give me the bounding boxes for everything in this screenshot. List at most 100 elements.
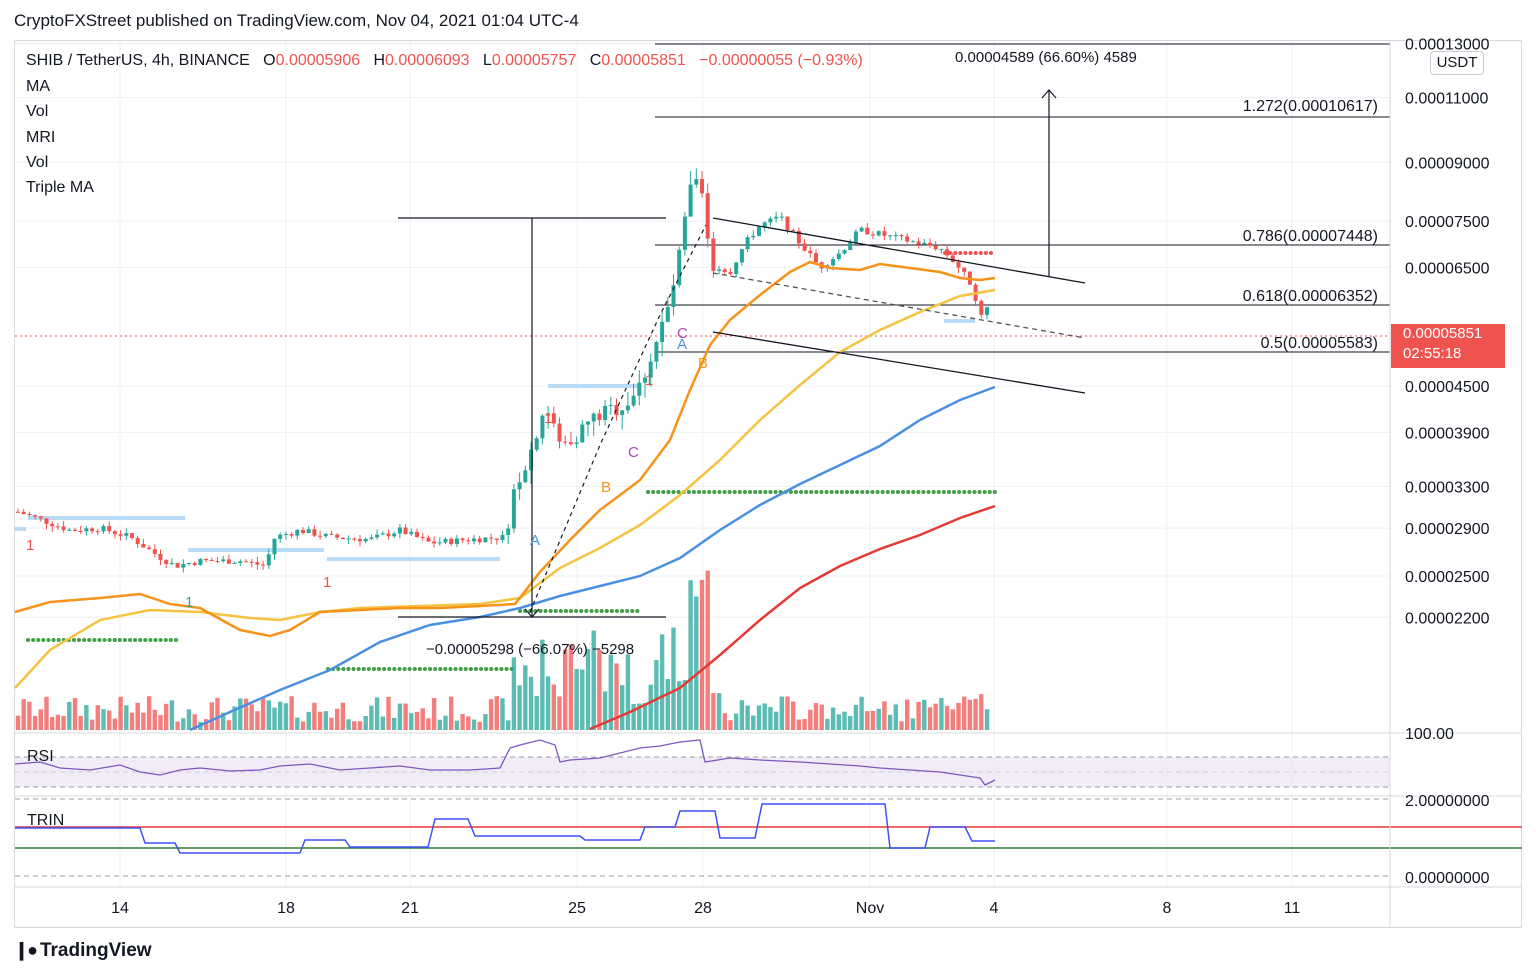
- volume-bar: [101, 709, 106, 730]
- candle-body: [511, 489, 516, 529]
- impulse-line: [529, 224, 707, 613]
- candle-body: [608, 404, 613, 406]
- measure-down-label: −0.00005298 (−66.07%) −5298: [426, 641, 634, 658]
- candle-body: [523, 470, 528, 483]
- volume-bar: [910, 718, 916, 730]
- candle-body: [403, 527, 408, 535]
- volume-bar: [568, 644, 574, 730]
- volume-bar: [625, 654, 631, 730]
- volume-bar: [449, 696, 454, 730]
- trin-line: [15, 803, 995, 854]
- volume-bar: [494, 696, 499, 730]
- volume-bar: [483, 714, 488, 730]
- volume-bar: [642, 703, 648, 730]
- indicator-mri[interactable]: MRI: [26, 129, 56, 146]
- volume-bar: [352, 721, 357, 730]
- volume-bar: [397, 703, 403, 730]
- volume-bar: [272, 707, 277, 730]
- count-1b: 1: [323, 574, 331, 591]
- volume-bar: [32, 715, 38, 730]
- candle-body: [55, 526, 60, 528]
- volume-bar: [403, 703, 408, 730]
- volume-bar: [192, 714, 197, 730]
- candle-body: [90, 528, 95, 532]
- candle-body: [130, 533, 134, 539]
- candle-body: [226, 559, 231, 564]
- candle-body: [859, 227, 864, 232]
- volume-bar: [597, 649, 602, 730]
- wave-c1: C: [628, 444, 639, 461]
- candle-body: [888, 235, 893, 237]
- volume-bar: [169, 700, 175, 730]
- candle-body: [768, 218, 773, 223]
- indicator-vol-2[interactable]: Vol: [26, 154, 49, 171]
- price-label: 0.00004500: [1405, 379, 1490, 396]
- volume-bar: [865, 711, 870, 730]
- volume-bar: [44, 696, 49, 730]
- volume-bar: [50, 717, 55, 730]
- candle-body: [882, 231, 887, 236]
- indicator-triple-ma[interactable]: Triple MA: [26, 179, 94, 196]
- volume-bar: [477, 721, 482, 730]
- candle-body: [141, 544, 146, 548]
- volume-bar: [677, 681, 682, 730]
- candle-body: [27, 514, 32, 516]
- volume-bar: [688, 580, 693, 730]
- price-scale: 0.00013000 0.00011000 0.00009000 0.00007500…: [1405, 37, 1490, 628]
- candle-body: [779, 216, 784, 218]
- wave-a2: A: [677, 336, 687, 353]
- rsi-line: [14, 739, 996, 786]
- volume-bar: [540, 639, 545, 730]
- tradingview-logo[interactable]: ❙● TradingView: [14, 940, 152, 962]
- volume-bar: [830, 707, 836, 730]
- candle-body: [586, 421, 590, 425]
- candle-body: [757, 226, 761, 236]
- candle-body: [323, 533, 328, 537]
- change-value: −0.00000055 (−0.93%): [699, 52, 863, 69]
- candle-body: [335, 534, 340, 538]
- candle-body: [950, 255, 955, 262]
- candle-body: [118, 534, 123, 536]
- candle-body: [774, 216, 779, 219]
- candle-body: [454, 538, 459, 545]
- volume-bar: [488, 699, 494, 730]
- candle-body: [899, 235, 904, 237]
- volume-bar: [426, 718, 431, 730]
- candle-body: [38, 516, 43, 519]
- fib-label-05: 0.5(0.00005583): [1261, 335, 1378, 352]
- candle-body: [318, 535, 323, 537]
- candle-body: [620, 410, 625, 416]
- volume-bar: [380, 716, 385, 730]
- volume-bar: [751, 715, 756, 730]
- candle-body: [876, 231, 881, 236]
- volume-bar: [89, 719, 95, 730]
- price-label: 0.00009000: [1405, 155, 1490, 172]
- volume-bar: [922, 699, 927, 730]
- volume-bar: [563, 649, 568, 730]
- candle-body: [700, 179, 704, 194]
- volume-bar: [682, 680, 688, 730]
- candle-body: [392, 533, 397, 537]
- fib-label-0786: 0.786(0.00007448): [1243, 228, 1378, 245]
- candle-body: [734, 262, 739, 275]
- candle-body: [16, 511, 20, 513]
- volume-bar: [431, 697, 437, 730]
- indicator-vol[interactable]: Vol: [26, 103, 49, 120]
- candle-body: [962, 267, 967, 272]
- volume-bar: [523, 665, 528, 730]
- candle-body: [722, 269, 727, 273]
- volume-bar: [711, 693, 716, 730]
- volume-bar: [67, 701, 72, 730]
- volume-bar: [716, 693, 722, 730]
- volume-bar: [226, 720, 232, 730]
- time-label: 21: [401, 900, 419, 917]
- volume-bar: [357, 721, 363, 730]
- volume-bar: [238, 698, 243, 730]
- candle-body: [380, 533, 385, 535]
- wave-b2: B: [698, 355, 708, 372]
- candle-body: [175, 562, 180, 568]
- symbol-label[interactable]: SHIB / TetherUS, 4h, BINANCE: [26, 52, 250, 69]
- indicator-ma[interactable]: MA: [26, 78, 50, 95]
- currency-button[interactable]: USDT: [1430, 51, 1484, 75]
